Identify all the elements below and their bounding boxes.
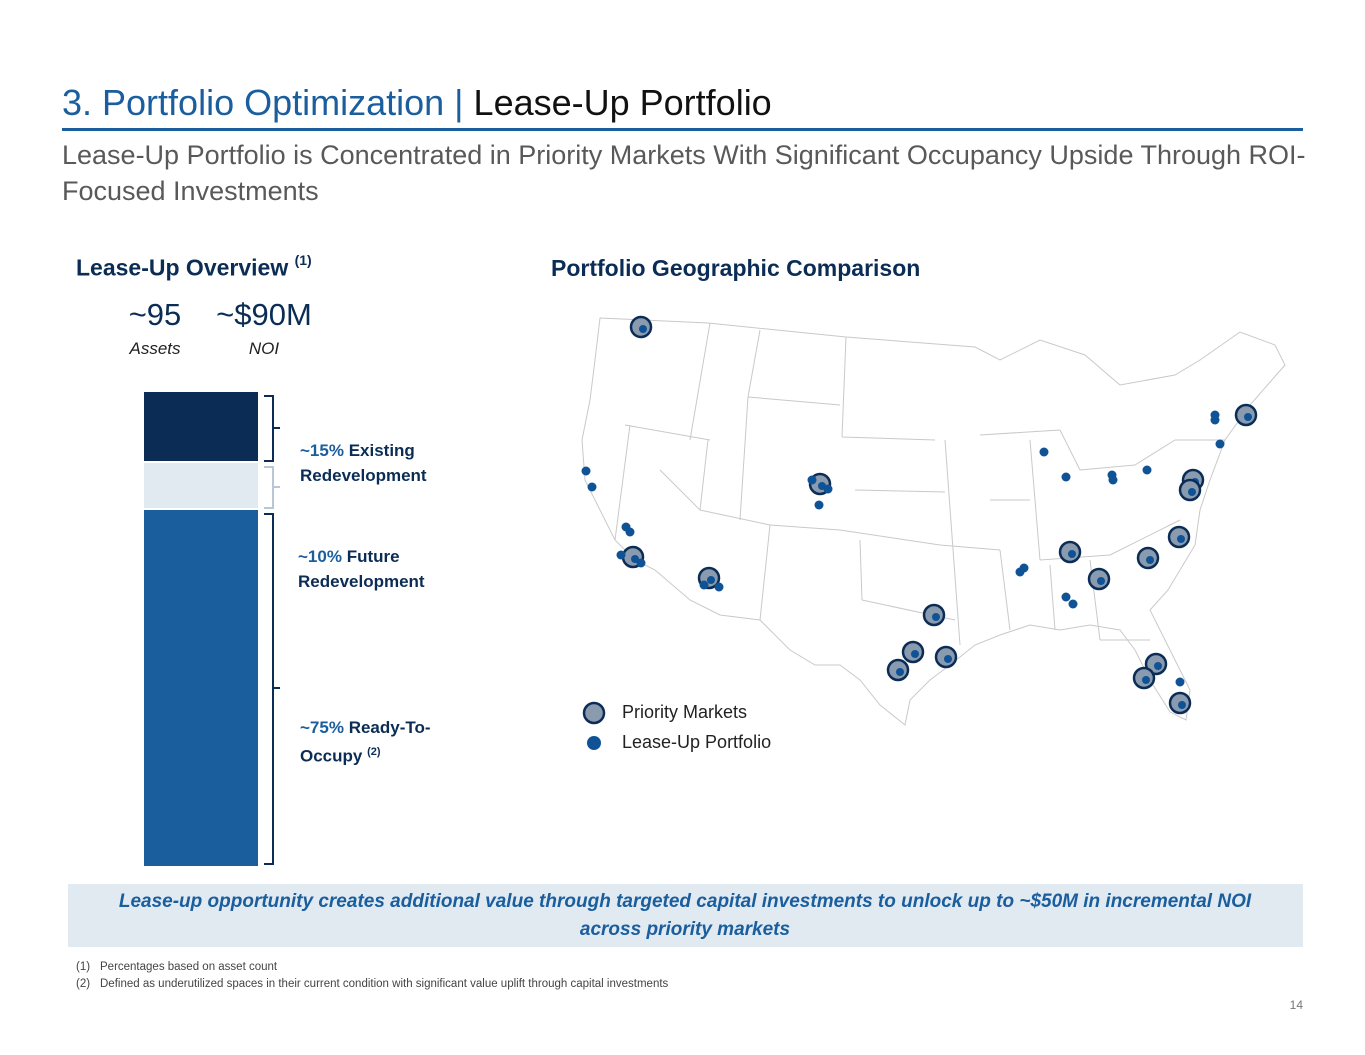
footnote-number: (1) bbox=[76, 961, 91, 973]
footnote-2: (2) Defined as underutilized spaces in th… bbox=[76, 978, 668, 990]
lease-up-dot bbox=[1154, 662, 1162, 670]
title-divider bbox=[62, 128, 1303, 131]
lease-up-dot bbox=[1178, 701, 1186, 709]
lease-up-dot bbox=[699, 580, 709, 590]
lease-up-dot-icon bbox=[587, 736, 601, 750]
label-text: Future Redevelopment bbox=[298, 547, 425, 591]
bracket-tick bbox=[272, 486, 280, 488]
lease-up-dot bbox=[1108, 475, 1118, 485]
page-title: 3. Portfolio Optimization | Lease-Up Por… bbox=[62, 82, 772, 124]
lease-up-dot bbox=[1142, 676, 1150, 684]
label-pct: ~10% bbox=[298, 547, 342, 566]
legend-label: Lease-Up Portfolio bbox=[622, 732, 772, 752]
kpi-noi-value: ~$90M bbox=[216, 297, 312, 332]
lease-up-dot bbox=[1061, 592, 1071, 602]
kpi-noi-label: NOI bbox=[248, 339, 280, 358]
title-prefix: 3. Portfolio Optimization | bbox=[62, 82, 464, 123]
lease-up-dot bbox=[616, 550, 626, 560]
title-main: Lease-Up Portfolio bbox=[473, 82, 772, 123]
kpi-assets-value: ~95 bbox=[128, 297, 182, 332]
kpi-assets-label: Assets bbox=[129, 339, 181, 358]
label-pct: ~15% bbox=[300, 441, 344, 460]
lease-up-dot bbox=[707, 576, 715, 584]
priority-market-marker-icon bbox=[582, 701, 606, 725]
lease-up-dot bbox=[1068, 599, 1078, 609]
lease-up-dot bbox=[1068, 550, 1076, 558]
bar-segment-ready-to-occupy bbox=[144, 510, 258, 866]
callout-box bbox=[68, 884, 1303, 947]
lease-up-dot bbox=[1019, 563, 1029, 573]
footnote-1: (1) Percentages based on asset count bbox=[76, 961, 277, 973]
label-note: (2) bbox=[367, 746, 381, 758]
bracket-ready-to-occupy bbox=[264, 513, 274, 865]
overview-heading-text: Lease-Up Overview bbox=[76, 254, 289, 281]
lease-up-dot bbox=[1142, 465, 1152, 475]
lease-up-dot bbox=[823, 484, 833, 494]
label-future-redevelopment: ~10% Future Redevelopment bbox=[298, 544, 468, 594]
page-subtitle: Lease-Up Portfolio is Concentrated in Pr… bbox=[62, 140, 1306, 206]
lease-up-dot bbox=[714, 582, 724, 592]
lease-up-dot bbox=[911, 650, 919, 658]
lease-up-dot bbox=[944, 655, 952, 663]
lease-up-dot bbox=[1188, 488, 1196, 496]
lease-up-dot bbox=[636, 558, 646, 568]
map-heading: Portfolio Geographic Comparison bbox=[551, 255, 921, 281]
page-number: 14 bbox=[1289, 998, 1303, 1012]
lease-up-dot bbox=[581, 466, 591, 476]
state-lines bbox=[614, 322, 1225, 646]
bar-segment-future-redevelopment bbox=[144, 463, 258, 508]
label-text: Existing Redevelopment bbox=[300, 441, 427, 485]
lease-up-dot bbox=[1215, 439, 1225, 449]
lease-up-dot bbox=[814, 500, 824, 510]
callout-text: Lease-up opportunity creates additional … bbox=[118, 891, 1252, 940]
label-text: Ready-To-Occupy bbox=[300, 718, 431, 766]
lease-up-dot bbox=[1177, 535, 1185, 543]
lease-up-dot bbox=[639, 325, 647, 333]
legend-label: Priority Markets bbox=[622, 702, 748, 722]
footnote-number: (2) bbox=[76, 978, 91, 990]
bracket-tick bbox=[272, 427, 280, 429]
bracket-tick bbox=[272, 687, 280, 689]
lease-up-dot bbox=[1244, 413, 1252, 421]
lease-up-dot bbox=[896, 668, 904, 676]
label-ready-to-occupy: ~75% Ready-To-Occupy (2) bbox=[300, 715, 450, 769]
label-existing-redevelopment: ~15% Existing Redevelopment bbox=[300, 438, 470, 488]
lease-up-dot bbox=[625, 527, 635, 537]
bar-segment-existing-redevelopment bbox=[144, 392, 258, 461]
overview-heading: Lease-Up Overview (1) bbox=[76, 252, 312, 282]
lease-up-dot bbox=[807, 475, 817, 485]
label-pct: ~75% bbox=[300, 718, 344, 737]
lease-up-dot bbox=[1146, 556, 1154, 564]
footnote-text: Percentages based on asset count bbox=[100, 961, 278, 973]
lease-up-dot bbox=[1061, 472, 1071, 482]
us-outline bbox=[581, 317, 1286, 726]
lease-up-dot bbox=[932, 613, 940, 621]
lease-up-dot bbox=[587, 482, 597, 492]
lease-up-dot bbox=[1175, 677, 1185, 687]
map-markers bbox=[581, 315, 1258, 715]
us-map bbox=[581, 317, 1286, 726]
lease-up-dot bbox=[1097, 577, 1105, 585]
lease-up-dot bbox=[1210, 415, 1220, 425]
lease-up-dot bbox=[1039, 447, 1049, 457]
footnote-text: Defined as underutilized spaces in their… bbox=[100, 978, 669, 990]
overview-heading-note: (1) bbox=[294, 252, 312, 268]
